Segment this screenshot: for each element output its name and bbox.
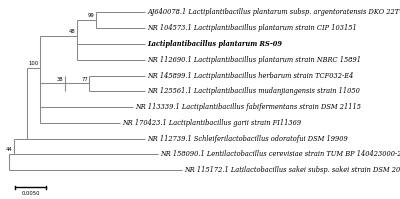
Text: NR 145899.1 Lactiplantibacillus herbarum strain TCF032-E4: NR 145899.1 Lactiplantibacillus herbarum…	[148, 71, 354, 80]
Text: NR 170423.1 Lactiplantibacillus garii strain FI11369: NR 170423.1 Lactiplantibacillus garii st…	[123, 119, 302, 127]
Text: NR 125561.1 Lactiplantibacillus mudanjiangensis strain 11050: NR 125561.1 Lactiplantibacillus mudanjia…	[148, 87, 360, 95]
Text: 44: 44	[6, 147, 12, 152]
Text: AJ640078.1 Lactiplantibacillus plantarum subsp. argentoratensis DKO 22T: AJ640078.1 Lactiplantibacillus plantarum…	[148, 8, 400, 17]
Text: NR 112739.1 Schleiferilactobacillus odoratofui DSM 19909: NR 112739.1 Schleiferilactobacillus odor…	[148, 135, 348, 143]
Text: 38: 38	[56, 76, 63, 82]
Text: NR 112690.1 Lactiplantibacillus plantarum strain NBRC 15891: NR 112690.1 Lactiplantibacillus plantaru…	[148, 56, 362, 64]
Text: NR 104573.1 Lactiplantibacillus plantarum strain CIP 103151: NR 104573.1 Lactiplantibacillus plantaru…	[148, 24, 357, 32]
Text: 0.0050: 0.0050	[21, 191, 40, 196]
Text: NR 113339.1 Lactiplantibacillus fabifermentans strain DSM 21115: NR 113339.1 Lactiplantibacillus fabiferm…	[135, 103, 361, 111]
Text: 100: 100	[28, 61, 38, 66]
Text: Lactiplantibacillus plantarum RS-09: Lactiplantibacillus plantarum RS-09	[148, 40, 282, 48]
Text: NR 158090.1 Lentilactobacillus cerevisiae strain TUM BP 140423000-2250: NR 158090.1 Lentilactobacillus cerevisia…	[160, 150, 400, 158]
Text: 77: 77	[81, 76, 88, 82]
Text: 48: 48	[69, 29, 76, 34]
Text: 99: 99	[87, 13, 94, 19]
Text: NR 115172.1 Latilactobacillus sakei subsp. sakei strain DSM 20017: NR 115172.1 Latilactobacillus sakei subs…	[185, 166, 400, 174]
